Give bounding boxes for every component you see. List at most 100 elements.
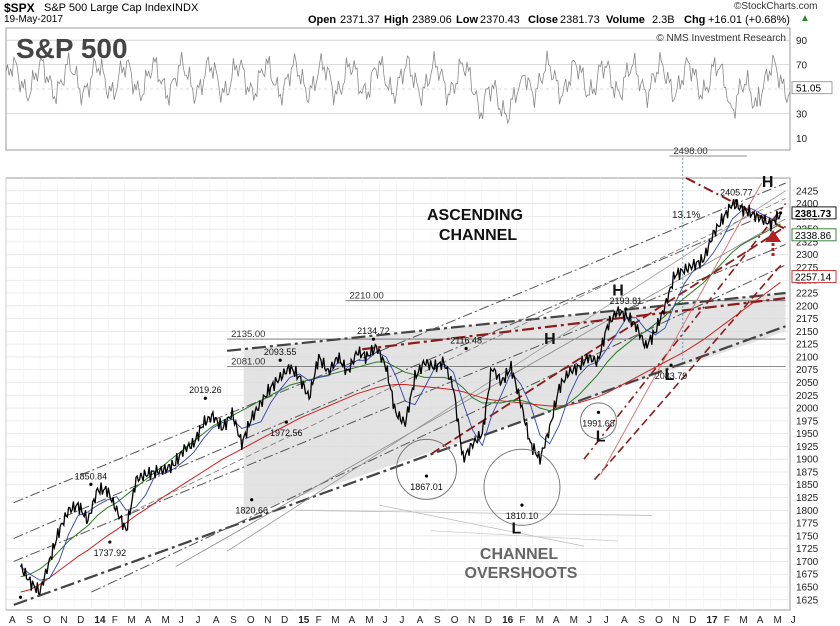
x-tick-label: 17 [706, 615, 718, 626]
price-point-label: 1850.84 [75, 471, 108, 481]
x-tick-label: N [672, 615, 679, 626]
price-tick-label: 2400 [796, 199, 819, 210]
x-tick-label: S [230, 615, 237, 626]
price-tick-label: 2025 [796, 391, 819, 402]
chart-title: S&P 500 [16, 33, 128, 64]
rsi-tick-label: 30 [796, 109, 808, 120]
x-tick-label: O [43, 615, 51, 626]
price-tick-label: 1750 [796, 531, 819, 542]
x-tick-label: A [417, 615, 424, 626]
price-tick-label: 2100 [796, 352, 819, 363]
ma-50-series [20, 223, 781, 578]
x-tick-label: O [451, 615, 459, 626]
rsi-tick-label: 90 [796, 36, 808, 47]
price-tick-label: 1775 [796, 519, 819, 530]
price-tick-label: 2325 [796, 237, 819, 248]
price-point-label: 2193.81 [610, 296, 643, 306]
x-tick-label: S [434, 615, 441, 626]
red-steep-line [583, 203, 787, 460]
price-point [778, 211, 783, 215]
price-point [424, 474, 429, 478]
price-point-label: 2093.55 [264, 347, 297, 357]
red-falling-line [685, 177, 786, 231]
x-tick-label: A [553, 615, 560, 626]
x-tick-label: M [773, 615, 781, 626]
x-tick-label: D [689, 615, 696, 626]
price-tick-label: 1675 [796, 570, 819, 581]
x-tick-label: M [331, 615, 339, 626]
price-panel: 2425240023752350232523002275225022252200… [5, 146, 837, 626]
rsi-last-value: 51.05 [796, 84, 821, 95]
x-tick-label: N [60, 615, 67, 626]
ascending-label-line2: CHANNEL [439, 227, 517, 244]
price-tick-label: 1950 [796, 429, 819, 440]
price-tick-label: 2150 [796, 327, 819, 338]
x-tick-label: 16 [502, 615, 514, 626]
price-point-label: 2019.26 [189, 385, 222, 395]
level-label: 2081.00 [231, 357, 265, 368]
price-tick-label: 2275 [796, 263, 819, 274]
x-tick-label: A [213, 615, 220, 626]
price-tag-box [791, 270, 837, 284]
attribution-label: © NMS Investment Research [656, 33, 786, 44]
x-tick-label: D [485, 615, 492, 626]
close-label: Close [528, 14, 558, 26]
high-label: High [384, 14, 409, 26]
pivot-label: L [664, 367, 674, 384]
chg-value: +16.01 (+0.68%) [708, 14, 790, 26]
x-tick-label: F [724, 615, 730, 626]
price-point [284, 420, 288, 424]
watermark-label: ©StockCharts.com [734, 1, 818, 12]
red-trend-line [430, 225, 787, 455]
fan-line [175, 218, 786, 567]
price-point [89, 482, 93, 486]
low-value: 2370.43 [480, 14, 520, 26]
x-tick-label: D [77, 615, 84, 626]
ascending-label-line1: ASCENDING [427, 207, 523, 224]
date-label: 19-May-2017 [4, 14, 63, 25]
close-value: 2381.73 [560, 14, 600, 26]
exchange-label: INDX [172, 2, 199, 14]
price-point [18, 595, 23, 599]
price-tick-label: 2000 [796, 404, 819, 415]
price-tick-label: 1925 [796, 442, 819, 453]
price-tick-label: 1700 [796, 557, 819, 568]
price-point-label: 1810.10 [506, 511, 539, 521]
x-tick-label: O [247, 615, 255, 626]
x-tick-label: M [161, 615, 169, 626]
price-point-label: 2134.72 [357, 326, 390, 336]
pct-move-label: 13.1% [672, 210, 700, 221]
price-point [669, 363, 673, 367]
price-point [464, 346, 468, 351]
down-arrow-icon [765, 230, 781, 242]
price-tick-label: 1825 [796, 493, 819, 504]
level-label: 2498.00 [673, 146, 707, 157]
overshoots-label-line1: CHANNEL [480, 546, 558, 563]
x-tick-label: S [26, 615, 33, 626]
pivot-label: L [596, 428, 606, 445]
x-tick-label: M [127, 615, 135, 626]
price-point [371, 337, 376, 341]
chart-header: $SPX S&P 500 Large Cap Index INDX 19-May… [0, 0, 840, 26]
price-point-label: 1972.56 [270, 428, 303, 438]
x-tick-label: 15 [298, 615, 310, 626]
x-tick-label: J [179, 615, 184, 626]
rsi-series [5, 50, 791, 125]
x-tick-label: N [468, 615, 475, 626]
price-point [734, 199, 738, 203]
price-point-label: 1737.92 [94, 548, 127, 558]
x-tick-label: J [399, 615, 404, 626]
price-tag-box [791, 228, 837, 242]
x-tick-label: J [196, 615, 201, 626]
rsi-tick-label: 70 [796, 61, 808, 72]
price-tick-label: 1800 [796, 506, 819, 517]
x-tick-label: A [621, 615, 628, 626]
price-point [624, 307, 628, 311]
overshoot-circle [579, 402, 617, 440]
price-point [278, 358, 282, 362]
x-tick-label: D [281, 615, 288, 626]
x-tick-label: A [9, 615, 16, 626]
x-tick-label: A [349, 615, 356, 626]
price-point-label: 1867.01 [410, 482, 443, 492]
price-point-label: 1991.68 [582, 418, 615, 428]
